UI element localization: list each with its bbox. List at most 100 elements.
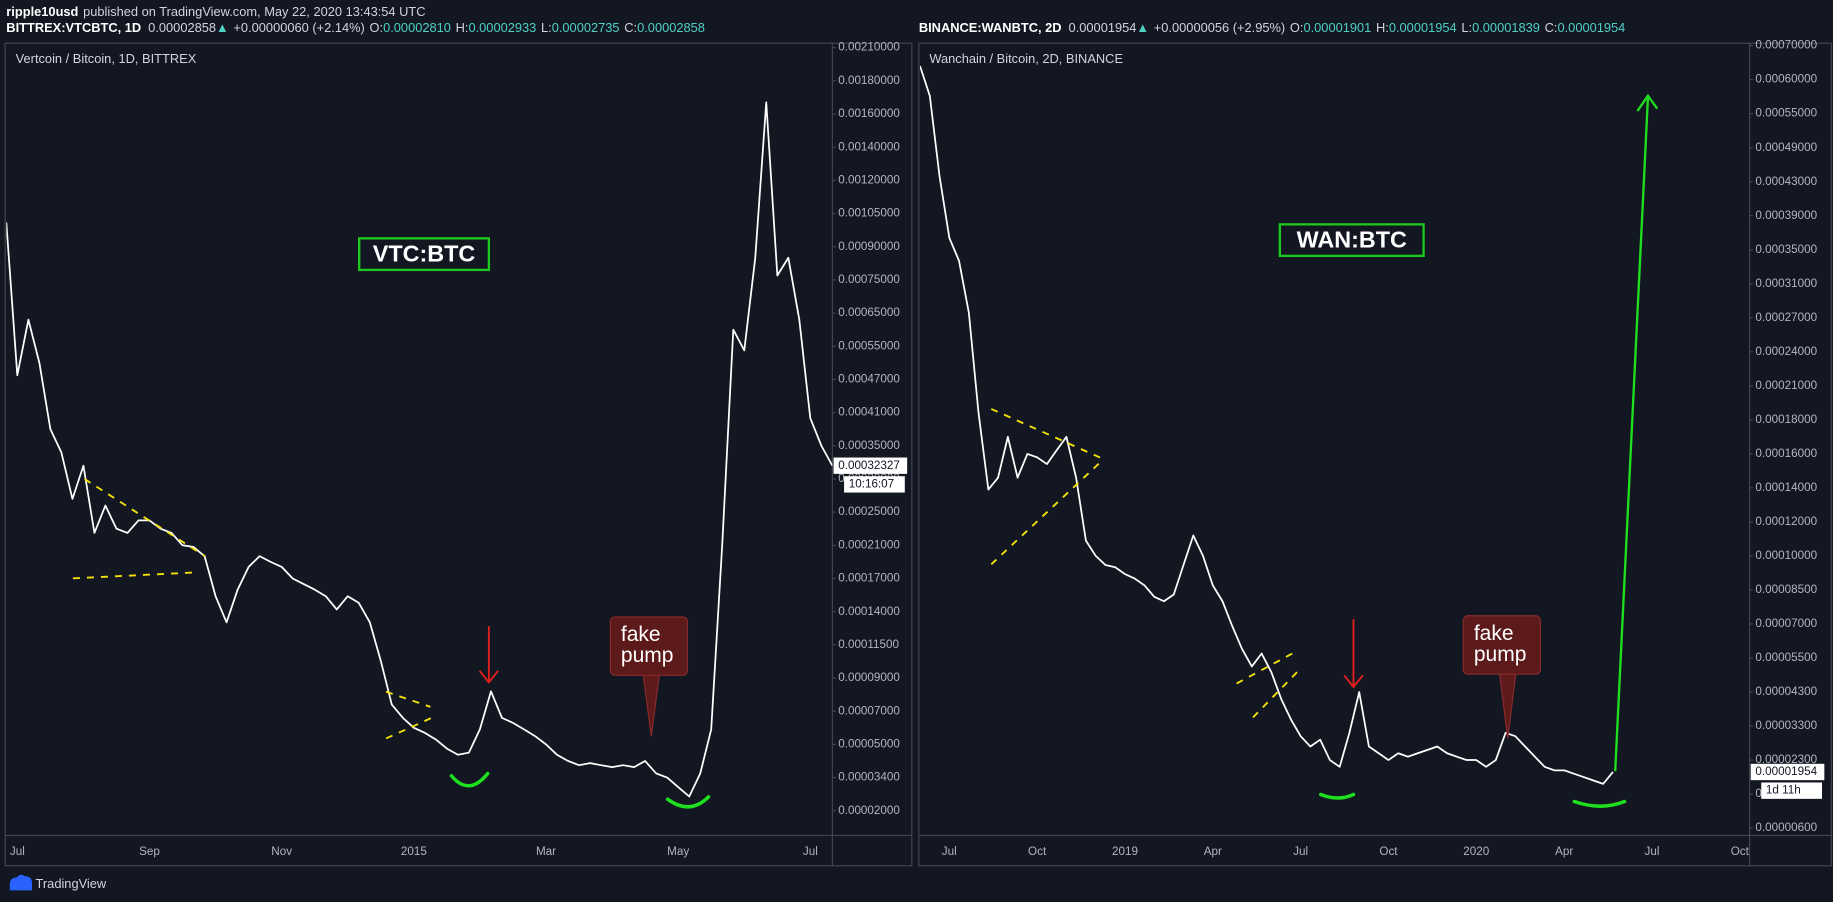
y-tick-label: 0.00003400: [838, 771, 900, 784]
y-tick-label: 0.00025000: [838, 505, 900, 518]
callout-box: [609, 616, 689, 676]
y-tick-label: 0.00021000: [838, 538, 900, 551]
callout-text: fake: [621, 623, 661, 646]
bottom-arc: [1319, 792, 1356, 800]
ohlc-value: 0.00001954: [1557, 21, 1625, 36]
countdown: 1d 11h: [1766, 784, 1801, 797]
arrow-head: [478, 670, 499, 684]
price-line: [920, 65, 1614, 785]
footer: TradingView: [9, 874, 107, 891]
x-tick-label: Oct: [1028, 845, 1047, 858]
panel-frame: [918, 42, 1832, 867]
x-tick-label: Oct: [1731, 845, 1750, 858]
ohlc-value: 0.00001839: [1472, 21, 1540, 36]
x-tick-label: 2015: [401, 845, 427, 858]
x-tick-label: Apr: [1204, 845, 1222, 858]
last-price: 0.00002858: [148, 21, 216, 36]
y-tick-label: 0.00027000: [1755, 311, 1817, 324]
y-tick-label: 0.00005500: [1755, 651, 1817, 664]
label-box: [1278, 223, 1425, 258]
price-label: 0.00001954: [1755, 765, 1817, 778]
change: +0.00000056 (+2.95%): [1154, 21, 1285, 36]
ohlc-label: H:: [456, 21, 469, 36]
ohlc-label: O:: [1290, 21, 1304, 36]
callout-text: fake: [1474, 622, 1514, 645]
x-tick-label: Jul: [1293, 845, 1308, 858]
target-arrow: [1614, 98, 1650, 772]
ohlc-value: 0.00002858: [637, 21, 705, 36]
callout-text: pump: [1474, 643, 1527, 666]
bottom-arc: [1572, 799, 1627, 808]
y-tick-label: 0.00210000: [838, 41, 900, 54]
y-tick-label: 0.00000600: [1755, 821, 1817, 834]
countdown-bg: [844, 476, 905, 493]
y-tick-label: 0.00160000: [838, 107, 900, 120]
y-tick-label: 0.00049000: [1755, 141, 1817, 154]
user: ripple10usd: [6, 4, 78, 19]
symbol: BINANCE:WANBTC, 2D: [919, 21, 1062, 36]
ohlc-label: L:: [1461, 21, 1472, 36]
label-box: [358, 237, 491, 272]
y-tick-label: 0.00065000: [838, 306, 900, 319]
y-tick-label: 0.00016000: [1755, 447, 1817, 460]
y-tick-label: 0.00039000: [1755, 209, 1817, 222]
y-tick-label: 0.00011500: [838, 638, 899, 651]
x-tick-label: Jul: [10, 845, 25, 858]
change: +0.00000060 (+2.14%): [233, 21, 364, 36]
trend-line: [990, 408, 1102, 459]
last-price: 0.00001954: [1069, 21, 1137, 36]
y-tick-label: 0.00047000: [838, 373, 900, 386]
trend-line: [990, 460, 1102, 566]
trend-line: [84, 478, 206, 557]
y-tick-label: 0.00007000: [838, 704, 900, 717]
y-tick-label: 0.00002300: [1755, 753, 1817, 766]
y-tick-label: 0.00002000: [838, 804, 900, 817]
callout-text: pump: [621, 644, 674, 667]
x-tick-label: Jul: [942, 845, 957, 858]
ohlc-value: 0.00001954: [1389, 21, 1457, 36]
trend-line: [385, 716, 434, 740]
x-tick-label: Nov: [271, 845, 292, 858]
panel-frame: [4, 42, 913, 867]
label-text: VTC:BTC: [373, 240, 476, 266]
brand: TradingView: [36, 876, 107, 891]
x-tick-label: Sep: [139, 845, 160, 858]
countdown: 10:16:07: [849, 477, 894, 490]
y-tick-label: 0.00004300: [1755, 685, 1817, 698]
x-tick-label: 2020: [1463, 845, 1489, 858]
ohlc-value: 0.00002810: [383, 21, 451, 36]
y-tick-label: 0.00017000: [838, 572, 900, 585]
y-tick-label: 0.00035000: [838, 439, 900, 452]
bottom-arc: [449, 771, 490, 788]
y-tick-label: 0.00031000: [1755, 277, 1817, 290]
y-tick-label: 0.00055000: [838, 339, 900, 352]
y-tick-label: 0.00009000: [838, 671, 900, 684]
y-tick-label: 0.00014000: [1755, 481, 1817, 494]
price-line: [6, 101, 833, 798]
price-label-bg: [833, 457, 908, 474]
y-tick-label: 0.00007000: [1755, 617, 1817, 630]
callout-box: [1462, 615, 1542, 675]
drawings: [72, 93, 1659, 809]
y-tick-label: 0.00090000: [838, 240, 900, 253]
trend-line: [1252, 671, 1299, 719]
y-tick-label: 0.00010000: [1755, 549, 1817, 562]
x-tick-label: Oct: [1379, 845, 1398, 858]
symbol: BITTREX:VTCBTC, 1D: [6, 21, 141, 36]
y-tick-label: 0.00003300: [1755, 719, 1817, 732]
x-tick-label: Jul: [1645, 845, 1660, 858]
symbol-line: BITTREX:VTCBTC, 1D 0.00002858▲ +0.00000060…: [6, 21, 705, 36]
ohlc-label: C:: [1545, 21, 1558, 36]
price-label-bg: [1750, 763, 1825, 781]
label-text: WAN:BTC: [1297, 226, 1407, 252]
y-tick-label: 0.00075000: [838, 273, 900, 286]
y-tick-label: 0.00120000: [838, 173, 900, 186]
y-tick-label: 0.00105000: [838, 207, 900, 220]
change-arrow: ▲: [216, 21, 229, 36]
charts: BITTREX:VTCBTC, 1D 0.00002858▲ +0.00000060…: [4, 21, 1832, 867]
y-tick-label: 0.00055000: [1755, 107, 1817, 120]
ohlc-value: 0.00001901: [1303, 21, 1371, 36]
ohlc-value: 0.00002933: [468, 21, 536, 36]
x-tick-label: Jul: [803, 845, 818, 858]
